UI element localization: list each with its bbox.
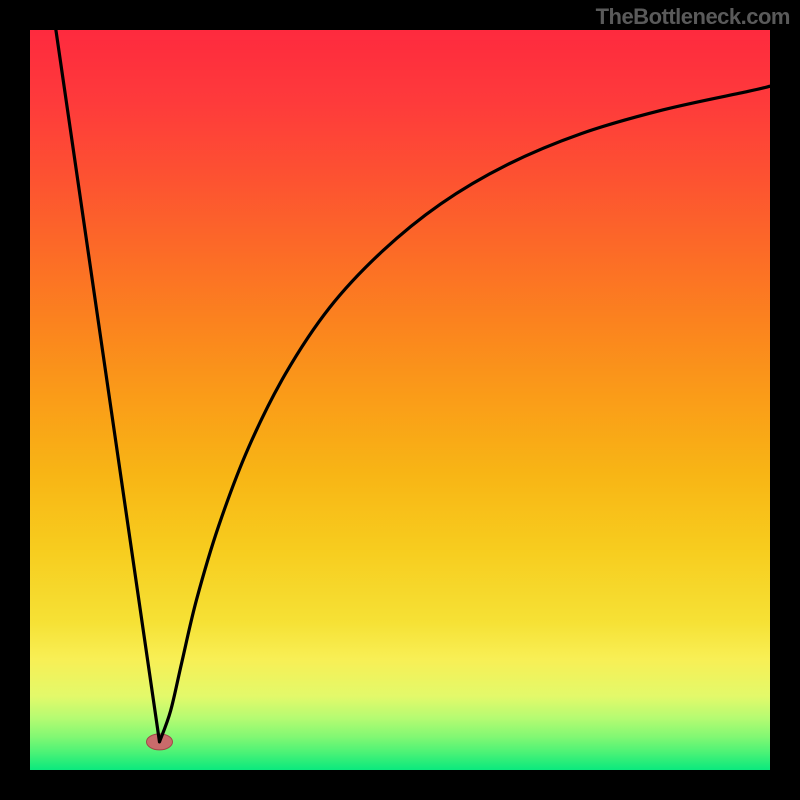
bottleneck-curve	[56, 30, 770, 742]
plot-area	[30, 30, 770, 770]
curve-layer	[30, 30, 770, 770]
watermark-text: TheBottleneck.com	[596, 4, 790, 30]
chart-container: TheBottleneck.com	[0, 0, 800, 800]
